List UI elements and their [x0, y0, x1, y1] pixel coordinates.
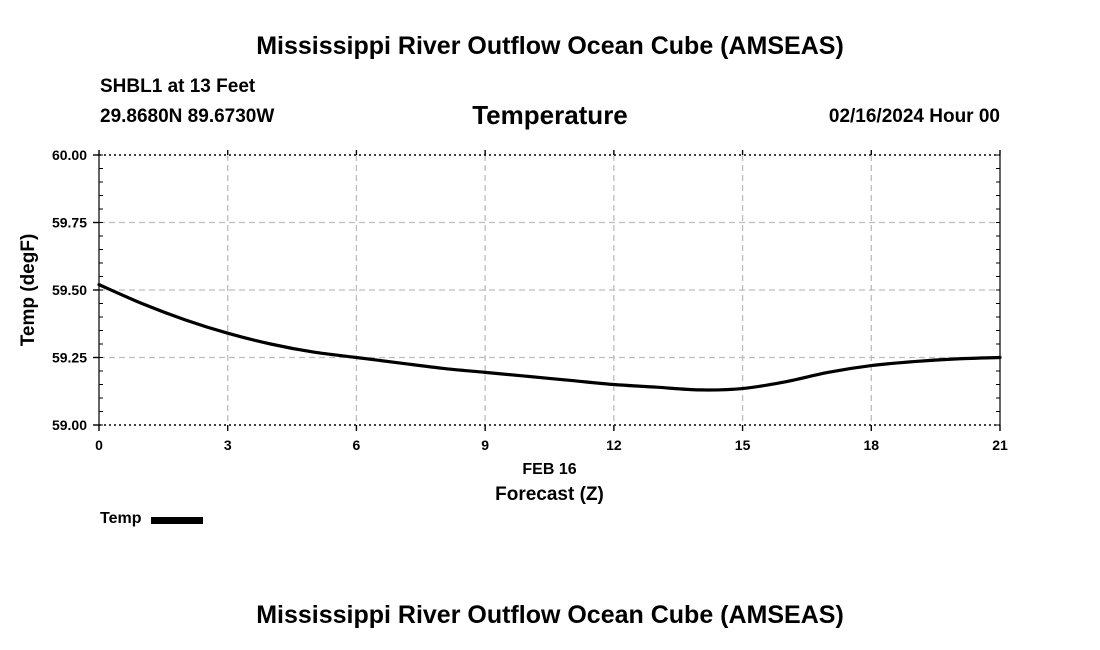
legend-swatch-temp	[151, 517, 204, 524]
y-tick-label: 59.25	[52, 350, 87, 366]
x-tick-label: 6	[353, 437, 361, 453]
chart-legend: Temp	[100, 510, 204, 528]
y-tick-label: 59.50	[52, 282, 87, 298]
legend-label-temp: Temp	[100, 510, 142, 527]
series-line-temp	[97, 283, 1002, 392]
variable-title: Temperature	[472, 100, 628, 130]
x-tick-label: 0	[95, 437, 103, 453]
y-tick-label: 60.00	[52, 147, 87, 163]
x-axis-sublabel: FEB 16	[522, 461, 576, 478]
x-tick-label: 12	[606, 437, 622, 453]
x-tick-label: 9	[481, 437, 489, 453]
y-axis-label: Temp (degF)	[18, 234, 39, 347]
x-axis-label: Forecast (Z)	[495, 484, 604, 505]
station-label: SHBL1 at 13 Feet	[100, 76, 256, 97]
chart-main-title: Mississippi River Outflow Ocean Cube (AM…	[256, 32, 844, 60]
y-tick-label: 59.00	[52, 417, 87, 433]
forecast-datetime: 02/16/2024 Hour 00	[828, 106, 1000, 127]
footer-title: Mississippi River Outflow Ocean Cube (AM…	[256, 601, 844, 629]
x-tick-label: 3	[224, 437, 232, 453]
x-tick-label: 15	[735, 437, 751, 453]
y-tick-label: 59.75	[52, 215, 87, 231]
coordinates-label: 29.8680N 89.6730W	[100, 106, 275, 127]
x-tick-label: 21	[992, 437, 1008, 453]
x-tick-label: 18	[863, 437, 879, 453]
